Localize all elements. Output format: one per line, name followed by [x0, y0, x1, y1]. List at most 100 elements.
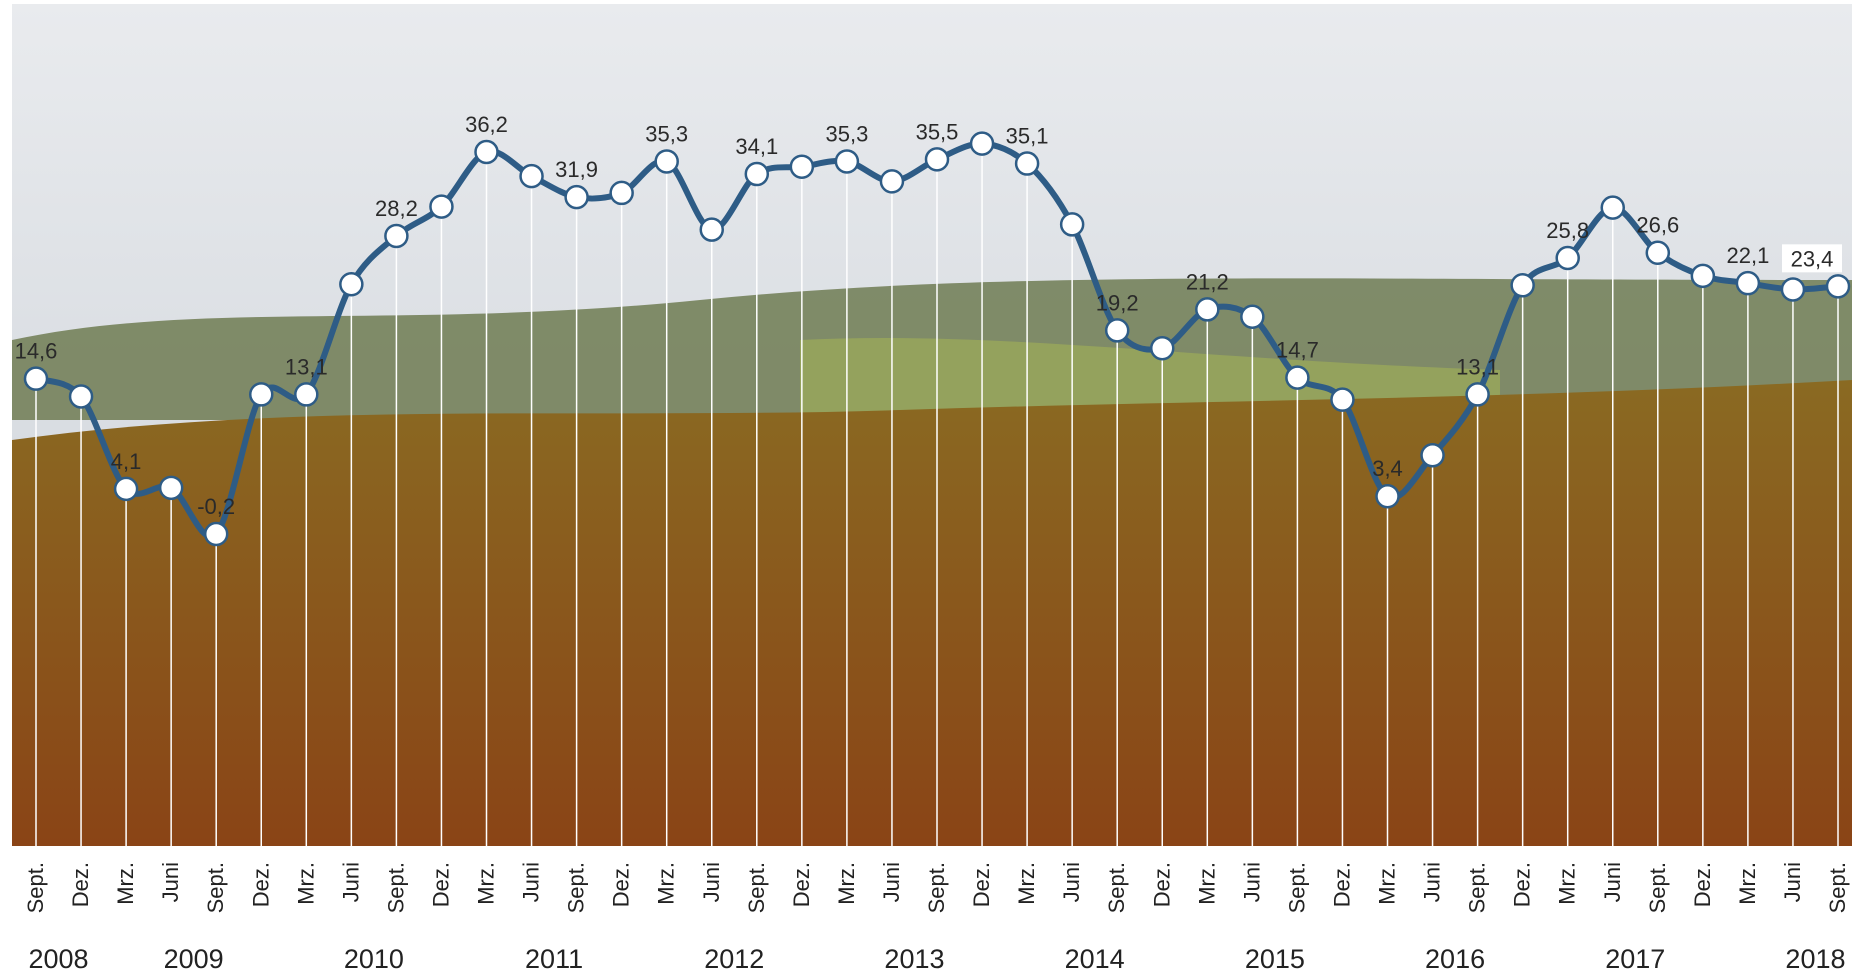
year-label: 2009	[164, 944, 224, 974]
data-label: 21,2	[1186, 269, 1229, 294]
data-point	[384, 223, 409, 249]
x-tick-label: Juni	[1059, 862, 1084, 902]
x-tick-label: Juni	[1780, 862, 1805, 902]
data-label: 3,4	[1372, 456, 1403, 481]
data-point	[1780, 277, 1806, 302]
year-label: 2010	[344, 944, 404, 974]
x-tick-label: Sept.	[203, 862, 228, 913]
x-tick-label: Dez.	[609, 862, 634, 907]
x-tick-label: Mrz.	[293, 862, 318, 905]
x-tick-label: Mrz.	[834, 862, 859, 905]
data-point	[834, 149, 860, 174]
x-tick-label: Sept.	[744, 862, 769, 913]
data-point	[1195, 297, 1220, 322]
data-label: 22,1	[1726, 243, 1769, 268]
data-point	[1104, 318, 1130, 343]
data-point	[68, 384, 94, 409]
data-point	[969, 131, 995, 156]
data-point	[1059, 212, 1085, 237]
data-point	[474, 139, 499, 165]
data-point	[924, 147, 950, 172]
data-point	[654, 149, 679, 174]
year-label: 2008	[28, 944, 88, 974]
data-point	[1420, 443, 1445, 468]
x-tick-label: Mrz.	[654, 862, 679, 905]
x-tick-label: Sept.	[23, 862, 48, 913]
data-label-background	[1782, 244, 1842, 273]
data-point	[744, 161, 770, 187]
x-tick-label: Sept.	[1465, 862, 1490, 913]
data-point	[1014, 151, 1040, 176]
year-label: 2015	[1245, 944, 1305, 974]
data-point	[564, 184, 589, 210]
x-tick-label: Mrz.	[474, 862, 499, 905]
x-tick-label: Sept.	[383, 862, 408, 913]
data-label: 28,2	[375, 196, 418, 221]
x-tick-label: Mrz.	[1735, 862, 1760, 905]
data-label: 14,7	[1276, 338, 1319, 363]
x-tick-label: Juni	[158, 862, 183, 902]
data-label: -0,2	[197, 494, 235, 519]
data-point	[1600, 195, 1625, 220]
x-axis: Sept. Dez. Mrz. Juni Sept. Dez. Mrz. Juni Sept. D…	[0, 846, 1865, 974]
data-point	[789, 154, 815, 179]
x-tick-label: Sept.	[1645, 862, 1670, 913]
x-tick-label: Juni	[1420, 862, 1445, 902]
data-point	[1330, 387, 1355, 412]
data-label: 14,6	[15, 339, 58, 364]
data-point	[203, 521, 229, 547]
data-label: 31,9	[555, 157, 598, 182]
data-point	[519, 163, 544, 189]
data-label: 35,1	[1006, 124, 1049, 149]
year-label: 2013	[884, 944, 944, 974]
x-tick-label: Juni	[519, 862, 544, 902]
x-tick-label: Dez.	[969, 862, 994, 907]
data-label: 23,4	[1791, 246, 1834, 271]
data-label: 26,6	[1636, 213, 1679, 238]
vertical-drop-lines	[35, 143, 1839, 846]
x-tick-label: Dez.	[1329, 862, 1354, 907]
x-tick-label: Juni	[1600, 862, 1625, 902]
data-labels: 14,6 4,1 -0,2 13,1 28,2 36,2 31,9 35,3 34,1 35,3 3…	[15, 112, 1842, 519]
x-tick-label: Sept.	[1825, 862, 1850, 913]
x-tick-label: Sept.	[1284, 862, 1309, 913]
data-label: 13,1	[285, 354, 328, 379]
x-tick-label: Juni	[1239, 862, 1264, 902]
data-point	[249, 382, 274, 407]
data-label: 35,5	[916, 119, 959, 144]
x-tick-label: Juni	[338, 862, 363, 902]
year-label: 2011	[525, 944, 583, 974]
data-point	[1510, 273, 1535, 298]
data-label: 25,8	[1546, 218, 1589, 243]
x-tick-label: Dez.	[1690, 862, 1715, 907]
x-tick-label: Mrz.	[1555, 862, 1580, 905]
data-label: 4,1	[111, 449, 142, 474]
data-point	[1240, 304, 1265, 330]
x-tick-label: Mrz.	[1014, 862, 1039, 905]
data-point	[1285, 365, 1310, 390]
data-point	[1375, 483, 1400, 509]
data-point	[1645, 240, 1671, 265]
x-tick-label: Sept.	[564, 862, 589, 913]
data-label: 19,2	[1096, 290, 1139, 315]
data-point	[879, 169, 905, 194]
data-point	[609, 180, 634, 206]
x-tick-label: Dez.	[1149, 862, 1174, 907]
year-label: 2016	[1425, 944, 1485, 974]
data-point	[1825, 274, 1851, 299]
data-label: 35,3	[645, 121, 688, 146]
data-point	[113, 476, 139, 502]
year-label: 2017	[1605, 944, 1665, 974]
data-label: 36,2	[465, 112, 508, 137]
data-point	[294, 382, 319, 407]
data-point	[1465, 382, 1490, 407]
x-tick-label: Dez.	[428, 862, 453, 907]
x-tick-label: Mrz.	[1194, 862, 1219, 905]
year-label: 2014	[1065, 944, 1125, 974]
year-label: 2018	[1785, 944, 1845, 974]
x-tick-label: Mrz.	[1375, 862, 1400, 905]
x-tick-label: Mrz.	[113, 862, 138, 905]
data-point	[1150, 335, 1175, 361]
